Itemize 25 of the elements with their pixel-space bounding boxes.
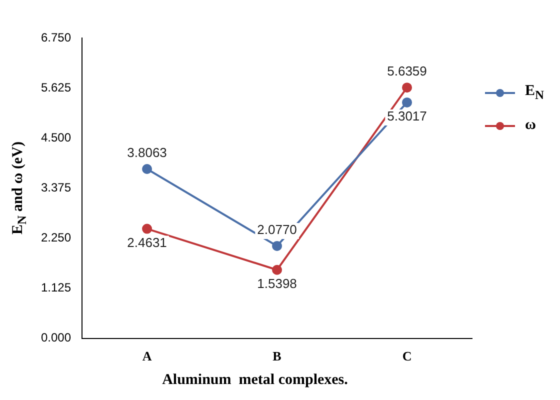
y-tick-label: 6.750 [41,30,72,44]
y-tick-label: 3.375 [41,180,72,195]
data-label: 2.4631 [127,234,167,250]
point [402,82,412,93]
legend-label: ω [524,117,536,134]
x-tick-label: C [402,348,412,364]
point [142,164,152,174]
point [142,224,152,234]
y-tick-label: 0.000 [41,330,72,345]
data-label: 3.8063 [127,145,167,160]
data-label: 5.3017 [387,108,427,124]
y-tick-label: 5.625 [41,80,72,94]
y-tick-label: 4.500 [41,130,72,144]
x-tick-label: B [272,348,282,364]
data-label: 5.6359 [387,64,427,79]
y-tick-label: 2.250 [41,230,72,245]
data-label: 2.0770 [257,222,297,238]
y-tick-label: 1.125 [41,280,72,295]
data-label: 1.5398 [257,276,297,291]
x-axis-title: Aluminum metal complexes. [161,372,349,389]
point [402,97,412,108]
point [272,264,282,275]
legend-label: E$_{N}$ [524,83,544,103]
x-tick-label: A [142,348,152,364]
point [272,240,282,251]
